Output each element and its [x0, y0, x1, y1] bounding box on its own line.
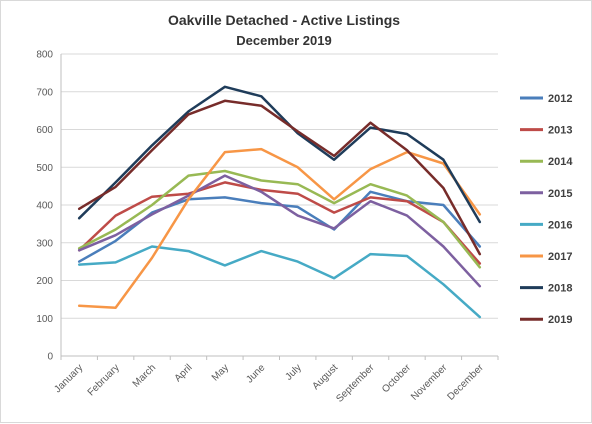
x-tick-label: October: [380, 362, 413, 395]
x-tick-label: March: [131, 362, 158, 389]
y-tick-label: 0: [47, 352, 53, 363]
legend-label-2012: 2012: [548, 93, 572, 105]
x-tick-label: September: [334, 362, 377, 405]
y-tick-label: 400: [36, 201, 53, 212]
gridlines: [61, 53, 498, 319]
series-line-2013: [77, 181, 482, 265]
x-tick-label: May: [210, 362, 231, 383]
x-tick-label: December: [446, 362, 487, 403]
series-line-2016: [77, 245, 482, 319]
x-tick-label: January: [52, 362, 85, 395]
legend-label-2019: 2019: [548, 314, 572, 326]
y-tick-label: 200: [36, 276, 53, 287]
x-tick-label: November: [409, 362, 450, 403]
x-axis-tick-labels: January February March April May June July Augu…: [52, 362, 486, 405]
axes: [60, 54, 499, 360]
x-tick-label: August: [310, 362, 340, 392]
series-line-2017: [77, 147, 482, 309]
x-tick-label: February: [86, 362, 122, 398]
series-line-2018: [77, 85, 482, 224]
legend-label-2017: 2017: [548, 251, 572, 263]
legend: 2012 2013 2014 2015 2016 2017 2018 2019: [520, 93, 573, 326]
series-line-2019: [77, 99, 482, 256]
y-axis-tick-labels: 0 100 200 300 400 500 600 700 800: [36, 50, 53, 363]
y-tick-label: 300: [36, 238, 53, 249]
legend-label-2014: 2014: [548, 156, 573, 168]
x-tick-label: June: [244, 362, 267, 385]
chart-title: Oakville Detached - Active Listings: [168, 12, 400, 28]
y-tick-label: 100: [36, 314, 53, 325]
y-tick-label: 600: [36, 125, 53, 136]
y-tick-label: 500: [36, 163, 53, 174]
legend-label-2015: 2015: [548, 188, 572, 200]
legend-label-2018: 2018: [548, 283, 572, 295]
series-lines: [77, 85, 482, 319]
x-tick-label: July: [283, 362, 303, 382]
chart-subtitle: December 2019: [236, 33, 331, 48]
series-line-2015: [77, 174, 482, 288]
series-line-2014: [77, 169, 482, 269]
x-tick-label: April: [173, 362, 195, 384]
legend-label-2013: 2013: [548, 125, 572, 137]
y-tick-label: 700: [36, 87, 53, 98]
legend-label-2016: 2016: [548, 219, 572, 231]
y-tick-label: 800: [36, 50, 53, 61]
